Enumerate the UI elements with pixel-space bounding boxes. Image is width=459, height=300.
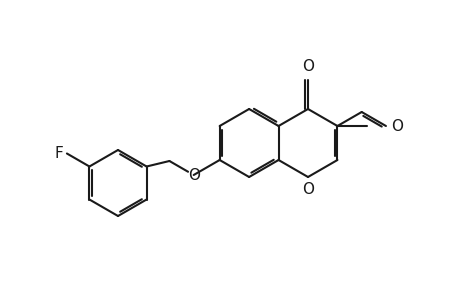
Text: O: O <box>302 182 313 197</box>
Text: O: O <box>302 59 313 74</box>
Text: O: O <box>187 167 199 182</box>
Text: F: F <box>54 146 63 161</box>
Text: O: O <box>391 118 403 134</box>
